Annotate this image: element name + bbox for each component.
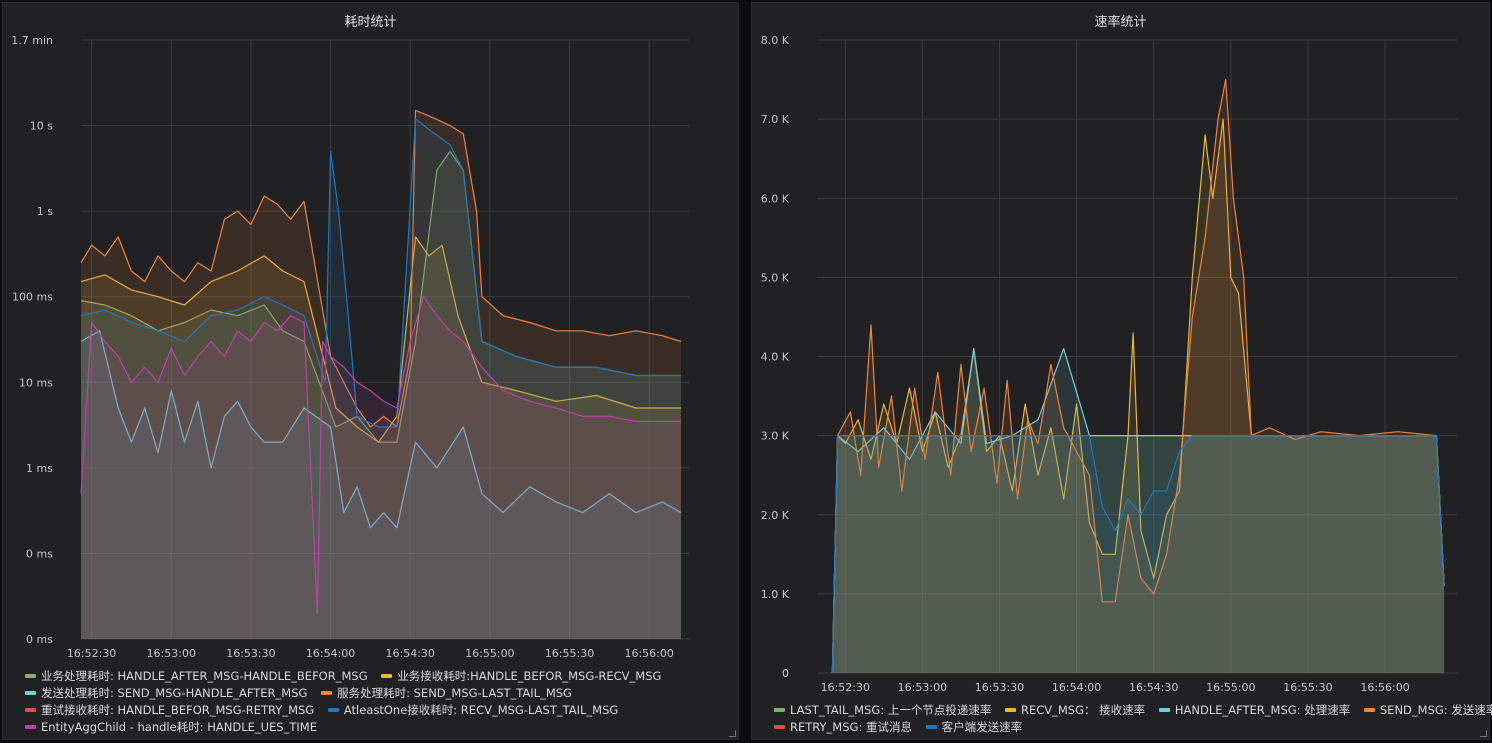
latency-panel-title[interactable]: 耗时统计 [344,15,397,30]
y-tick-label: 10 s [30,120,53,133]
legend-item-handle-after[interactable]: 业务处理耗时: HANDLE_AFTER_MSG-HANDLE_BEFOR_MS… [25,668,368,685]
y-tick-label: 0 ms [26,547,53,560]
x-tick-label: 16:54:00 [1052,681,1101,694]
series-line-4[interactable] [831,435,1445,674]
legend-swatch [774,724,785,729]
legend-item-last-tail[interactable]: LAST_TAIL_MSG: 上一个节点投递速率 [774,702,991,719]
legend-swatch [1004,707,1016,712]
x-tick-label: 16:52:30 [67,647,116,660]
y-tick-label: 3.0 K [761,430,790,443]
series-line-1[interactable] [80,236,681,443]
y-tick-label: 0 ms [26,633,53,646]
legend-swatch [925,724,937,729]
grid: 1.7 min 10 s 1 s 100 ms 10 ms 1 ms 0 ms 0 ms 16:… [11,34,689,660]
x-tick-label: 16:54:30 [386,647,435,660]
y-tick-label: 6.0 K [761,192,790,205]
legend-swatch [327,707,339,712]
y-tick-label: 10 ms [19,376,53,389]
legend-swatch [1158,707,1170,712]
latency-legend: 业务处理耗时: HANDLE_AFTER_MSG-HANDLE_BEFOR_MS… [25,668,671,736]
legend-swatch [381,673,393,678]
y-tick-label: 5.0 K [761,271,790,284]
legend-item-send-last-tail[interactable]: 服务处理耗时: SEND_MSG-LAST_TAIL_MSG [321,685,572,702]
series-line-5[interactable] [80,296,681,614]
series-area-3 [832,79,1445,674]
y-tick-label: 7.0 K [761,113,790,126]
rate-legend: LAST_TAIL_MSG: 上一个节点投递速率 RECV_MSG： 接收速率 … [774,702,1492,736]
resize-handle[interactable] [729,730,736,737]
series-line-3[interactable] [831,79,1445,674]
legend-item-send-handle-after[interactable]: 发送处理耗时: SEND_MSG-HANDLE_AFTER_MSG [25,685,307,702]
series-area-0 [81,151,681,640]
series-area-4 [81,118,681,640]
y-tick-label: 1.7 min [11,34,53,47]
series-group [831,79,1445,674]
x-tick-label: 16:55:00 [1206,681,1255,694]
legend-swatch [25,707,36,712]
x-tick-label: 16:52:30 [821,681,870,694]
series-line-2[interactable] [80,330,682,529]
y-tick-label: 1 s [37,205,53,218]
series-area-1 [832,119,1445,674]
series-area-5 [81,296,681,639]
x-tick-label: 16:53:30 [975,681,1024,694]
x-tick-label: 16:55:30 [1283,681,1332,694]
x-tick-label: 16:55:00 [465,647,514,660]
latency-chart: 1.7 min 10 s 1 s 100 ms 10 ms 1 ms 0 ms 0 ms 16:… [11,34,689,660]
series-area-1 [81,236,681,639]
legend-swatch [25,690,36,695]
x-tick-label: 16:54:00 [306,647,355,660]
legend-item-atleastone[interactable]: AtleastOne接收耗时: RECV_MSG-LAST_TAIL_MSG [327,702,618,719]
x-tick-label: 16:53:00 [898,681,947,694]
rate-chart: 0 1.0 K 2.0 K 3.0 K 4.0 K 5.0 K 6.0 K 7.0 K 8.0 … [761,34,1457,694]
resize-handle[interactable] [1480,730,1487,737]
legend-item-entity-agg[interactable]: EntityAggChild - handle耗时: HANDLE_UES_TI… [25,719,317,736]
y-tick-label: 0 [782,667,789,680]
y-tick-label: 4.0 K [761,351,790,364]
legend-swatch [25,724,36,729]
series-area-0 [832,435,1445,673]
x-tick-label: 16:53:00 [147,647,196,660]
y-tick-label: 2.0 K [761,509,790,522]
legend-swatch [321,690,333,695]
grid: 0 1.0 K 2.0 K 3.0 K 4.0 K 5.0 K 6.0 K 7.0 K 8.0 … [761,34,1457,694]
series-area-3 [81,110,681,639]
x-tick-label: 16:56:00 [1360,681,1409,694]
legend-item-send[interactable]: SEND_MSG: 发送速率 [1363,702,1492,719]
latency-panel: 耗时统计 1.7 min 10 s 1 s 100 ms 10 ms 1 ms 0 ms 0 … [2,2,739,740]
legend-item-handle-before-recv[interactable]: 业务接收耗时:HANDLE_BEFOR_MSG-RECV_MSG [381,668,661,685]
x-tick-label: 16:53:30 [226,647,275,660]
series-area-4 [832,435,1445,673]
x-tick-label: 16:56:00 [624,647,673,660]
rate-panel: 速率统计 0 1.0 K 2.0 K 3.0 K 4.0 K 5.0 K 6.0 K 7.0 … [751,2,1492,740]
legend-swatch [1363,707,1375,712]
legend-item-retry-rate[interactable]: RETRY_MSG: 重试消息 [774,719,912,736]
x-tick-label: 16:54:30 [1129,681,1178,694]
x-tick-label: 16:55:30 [545,647,594,660]
series-line-4[interactable] [80,118,681,428]
legend-swatch [25,673,36,678]
y-tick-label: 100 ms [12,291,53,304]
y-tick-label: 1 ms [26,462,53,475]
y-tick-label: 1.0 K [761,588,790,601]
series-group [80,109,682,640]
series-line-3[interactable] [80,109,682,428]
legend-item-handle-after-rate[interactable]: HANDLE_AFTER_MSG: 处理速率 [1158,702,1350,719]
rate-panel-title[interactable]: 速率统计 [1094,15,1147,30]
legend-swatch [774,707,785,712]
legend-item-recv[interactable]: RECV_MSG： 接收速率 [1004,702,1145,719]
y-tick-label: 8.0 K [761,34,790,47]
legend-item-client-send[interactable]: 客户端发送速率 [925,719,1022,736]
legend-item-retry[interactable]: 重试接收耗时: HANDLE_BEFOR_MSG-RETRY_MSG [25,702,314,719]
series-area-2 [81,330,681,639]
